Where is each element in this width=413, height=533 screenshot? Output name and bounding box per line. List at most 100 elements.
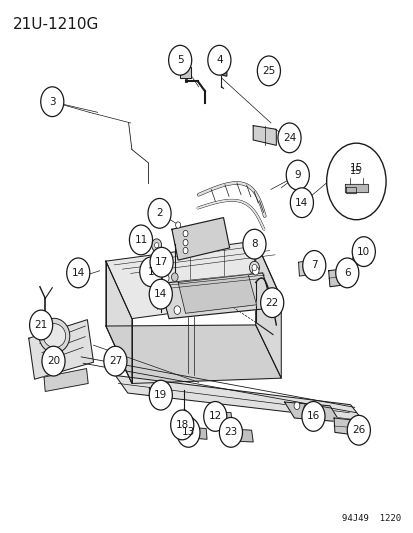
Ellipse shape bbox=[264, 62, 271, 69]
Polygon shape bbox=[346, 187, 356, 193]
Circle shape bbox=[147, 198, 171, 228]
Circle shape bbox=[264, 300, 271, 308]
Circle shape bbox=[129, 225, 152, 255]
Circle shape bbox=[176, 417, 199, 447]
Circle shape bbox=[260, 288, 283, 318]
Polygon shape bbox=[149, 387, 169, 399]
Text: 27: 27 bbox=[109, 356, 122, 366]
Circle shape bbox=[66, 258, 90, 288]
Circle shape bbox=[311, 405, 317, 413]
Text: 13: 13 bbox=[181, 427, 195, 438]
Text: 9: 9 bbox=[294, 170, 300, 180]
Polygon shape bbox=[344, 183, 367, 192]
Polygon shape bbox=[298, 259, 321, 276]
Text: 11: 11 bbox=[134, 235, 147, 245]
Text: 15: 15 bbox=[349, 166, 362, 176]
Circle shape bbox=[301, 401, 324, 431]
Polygon shape bbox=[255, 241, 280, 378]
Text: 7: 7 bbox=[310, 261, 317, 270]
Ellipse shape bbox=[39, 318, 70, 353]
Circle shape bbox=[104, 346, 127, 376]
Text: 22: 22 bbox=[265, 297, 278, 308]
Polygon shape bbox=[333, 418, 359, 435]
Text: 20: 20 bbox=[47, 356, 60, 366]
Text: 18: 18 bbox=[175, 420, 188, 430]
Circle shape bbox=[168, 45, 191, 75]
Circle shape bbox=[42, 346, 65, 376]
Text: 10: 10 bbox=[356, 247, 370, 256]
Circle shape bbox=[40, 87, 64, 117]
Text: 14: 14 bbox=[154, 289, 167, 299]
Circle shape bbox=[29, 310, 52, 340]
Text: 14: 14 bbox=[71, 268, 85, 278]
Polygon shape bbox=[106, 261, 132, 383]
Text: 1: 1 bbox=[147, 267, 154, 277]
Circle shape bbox=[207, 45, 230, 75]
Polygon shape bbox=[328, 268, 354, 287]
Text: 12: 12 bbox=[208, 411, 221, 422]
Circle shape bbox=[173, 306, 180, 314]
Text: 19: 19 bbox=[154, 390, 167, 400]
Polygon shape bbox=[217, 66, 226, 76]
Text: 14: 14 bbox=[294, 198, 308, 208]
Text: 24: 24 bbox=[282, 133, 295, 143]
Circle shape bbox=[151, 239, 161, 252]
Polygon shape bbox=[106, 325, 280, 383]
Text: 3: 3 bbox=[49, 96, 55, 107]
Circle shape bbox=[149, 279, 172, 309]
Circle shape bbox=[302, 251, 325, 280]
Ellipse shape bbox=[41, 312, 49, 319]
Circle shape bbox=[183, 247, 188, 254]
Polygon shape bbox=[206, 411, 232, 425]
Circle shape bbox=[219, 417, 242, 447]
Text: 2: 2 bbox=[156, 208, 162, 219]
Polygon shape bbox=[28, 320, 93, 379]
Circle shape bbox=[109, 358, 121, 372]
Text: 21U-1210G: 21U-1210G bbox=[13, 17, 99, 31]
Text: 6: 6 bbox=[343, 268, 350, 278]
Text: 94J49  1220: 94J49 1220 bbox=[341, 514, 400, 523]
Circle shape bbox=[285, 160, 309, 190]
Circle shape bbox=[326, 143, 385, 220]
Text: 25: 25 bbox=[261, 66, 275, 76]
Polygon shape bbox=[106, 241, 280, 319]
Polygon shape bbox=[187, 427, 206, 439]
Polygon shape bbox=[159, 273, 272, 319]
Polygon shape bbox=[284, 402, 339, 422]
Text: 8: 8 bbox=[251, 239, 257, 249]
Polygon shape bbox=[44, 368, 88, 391]
Circle shape bbox=[290, 188, 313, 217]
Circle shape bbox=[203, 401, 226, 431]
Polygon shape bbox=[180, 67, 191, 78]
Circle shape bbox=[175, 222, 180, 228]
Circle shape bbox=[303, 403, 309, 411]
Circle shape bbox=[335, 258, 358, 288]
Text: 17: 17 bbox=[154, 257, 168, 267]
Circle shape bbox=[242, 229, 266, 259]
Circle shape bbox=[347, 415, 370, 445]
Circle shape bbox=[351, 237, 375, 266]
Circle shape bbox=[293, 402, 299, 409]
Ellipse shape bbox=[43, 324, 66, 348]
Text: 15: 15 bbox=[349, 163, 362, 173]
Circle shape bbox=[113, 362, 118, 368]
Circle shape bbox=[252, 266, 259, 275]
Text: 23: 23 bbox=[224, 427, 237, 438]
Text: 5: 5 bbox=[176, 55, 183, 65]
Polygon shape bbox=[253, 126, 275, 146]
Circle shape bbox=[183, 230, 188, 237]
Polygon shape bbox=[171, 217, 229, 260]
Circle shape bbox=[257, 56, 280, 86]
Text: 21: 21 bbox=[34, 320, 47, 330]
Circle shape bbox=[183, 239, 188, 246]
Circle shape bbox=[249, 261, 259, 274]
Circle shape bbox=[154, 243, 158, 248]
Circle shape bbox=[252, 264, 256, 271]
Text: 16: 16 bbox=[306, 411, 319, 422]
Circle shape bbox=[351, 255, 360, 265]
Circle shape bbox=[149, 380, 172, 410]
Polygon shape bbox=[178, 274, 256, 313]
Circle shape bbox=[277, 123, 300, 153]
Text: 26: 26 bbox=[351, 425, 365, 435]
Circle shape bbox=[328, 146, 384, 217]
